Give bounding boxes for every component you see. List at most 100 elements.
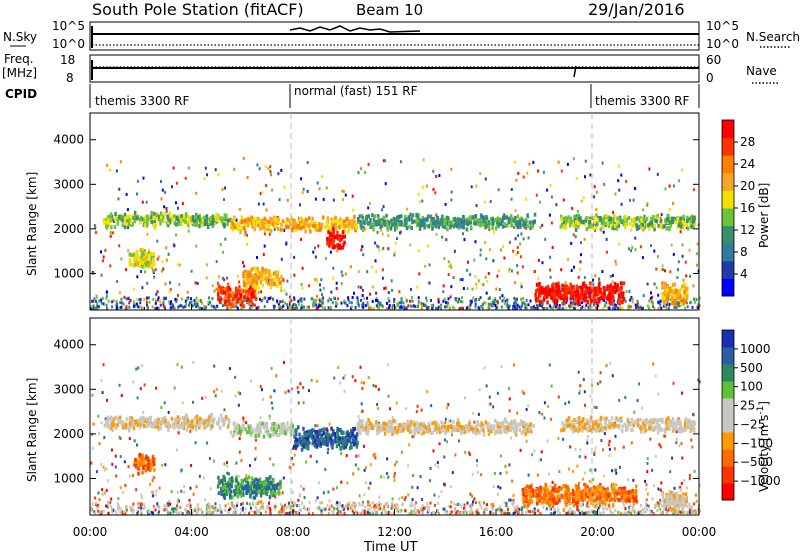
heatmap-cell xyxy=(516,245,519,249)
heatmap-cell xyxy=(411,299,414,303)
heatmap-cell xyxy=(354,305,357,309)
heatmap-cell xyxy=(657,392,660,396)
heatmap-cell xyxy=(366,296,368,300)
heatmap-cell xyxy=(322,197,325,201)
heatmap-cell xyxy=(341,235,345,239)
heatmap-cell xyxy=(128,474,131,478)
heatmap-cell xyxy=(385,307,388,311)
heatmap-cell xyxy=(675,441,678,445)
heatmap-cell xyxy=(300,303,303,307)
heatmap-cell xyxy=(465,227,469,232)
heatmap-cell xyxy=(672,218,676,223)
heatmap-cell xyxy=(195,485,198,489)
heatmap-cell xyxy=(140,512,143,516)
heatmap-cell xyxy=(335,301,337,304)
heatmap-cell xyxy=(375,297,378,300)
heatmap-cell xyxy=(425,299,428,303)
heatmap-cell xyxy=(257,305,260,309)
heatmap-cell xyxy=(659,219,662,224)
heatmap-cell xyxy=(592,478,595,482)
heatmap-cell xyxy=(100,463,103,466)
heatmap-cell xyxy=(243,295,246,300)
heatmap-cell xyxy=(530,223,534,228)
heatmap-cell xyxy=(127,465,130,469)
heatmap-cell xyxy=(686,305,689,309)
heatmap-cell xyxy=(340,220,343,225)
heatmap-cell xyxy=(583,276,586,280)
heatmap-cell xyxy=(633,510,636,514)
heatmap-cell xyxy=(244,230,247,234)
heatmap-cell xyxy=(173,244,176,248)
heatmap-cell xyxy=(347,227,351,231)
heatmap-cell xyxy=(487,297,490,300)
heatmap-cell xyxy=(461,300,464,304)
heatmap-cell xyxy=(314,424,317,428)
heatmap-cell xyxy=(522,297,524,300)
heatmap-cell xyxy=(420,408,423,412)
heatmap-cell xyxy=(589,297,593,302)
heatmap-cell xyxy=(200,508,203,512)
heatmap-cell xyxy=(355,502,358,506)
heatmap-cell xyxy=(524,306,527,310)
heatmap-cell xyxy=(413,511,416,515)
heatmap-cell xyxy=(333,234,336,239)
heatmap-cell xyxy=(326,241,329,246)
heatmap-cell xyxy=(332,217,335,222)
heatmap-cell xyxy=(221,187,224,191)
heatmap-cell xyxy=(245,474,248,478)
heatmap-cell xyxy=(531,453,534,457)
heatmap-cell xyxy=(217,288,221,293)
heatmap-cell xyxy=(654,505,657,509)
heatmap-cell xyxy=(307,224,311,229)
heatmap-cell xyxy=(476,512,479,515)
heatmap-cell xyxy=(535,300,538,304)
heatmap-cell xyxy=(549,268,552,272)
heatmap-cell xyxy=(356,299,359,303)
heatmap-cell xyxy=(204,166,207,170)
heatmap-cell xyxy=(620,285,623,290)
heatmap-cell xyxy=(474,221,478,226)
heatmap-cell xyxy=(182,214,186,219)
heatmap-cell xyxy=(243,279,246,284)
heatmap-cell xyxy=(645,487,648,491)
heatmap-cell xyxy=(488,296,491,300)
heatmap-cell xyxy=(444,299,447,302)
heatmap-cell xyxy=(657,502,660,506)
heatmap-cell xyxy=(139,387,142,391)
heatmap-cell xyxy=(132,263,136,268)
heatmap-cell xyxy=(284,391,287,395)
heatmap-cell xyxy=(357,467,360,471)
heatmap-cell xyxy=(284,511,287,515)
heatmap-cell xyxy=(192,400,194,404)
heatmap-cell xyxy=(217,291,220,296)
heatmap-cell xyxy=(145,300,148,304)
heatmap-cell xyxy=(358,501,361,505)
heatmap-cell xyxy=(358,503,361,507)
heatmap-cell xyxy=(603,294,607,299)
heatmap-cell xyxy=(303,297,306,301)
heatmap-cell xyxy=(247,297,250,302)
heatmap-cell xyxy=(668,303,671,306)
heatmap-cell xyxy=(482,222,486,227)
heatmap-cell xyxy=(361,215,365,220)
heatmap-cell xyxy=(537,169,540,173)
heatmap-cell xyxy=(417,296,420,300)
heatmap-cell xyxy=(458,307,461,311)
heatmap-cell xyxy=(140,509,143,513)
heatmap-cell xyxy=(387,363,390,367)
heatmap-cell xyxy=(262,219,266,224)
heatmap-cell xyxy=(206,173,208,177)
heatmap-cell xyxy=(548,363,551,367)
heatmap-cell xyxy=(464,450,467,454)
heatmap-cell xyxy=(378,249,381,252)
heatmap-cell xyxy=(303,496,306,499)
heatmap-cell xyxy=(586,438,589,442)
heatmap-cell xyxy=(187,215,190,219)
heatmap-cell xyxy=(440,305,443,309)
heatmap-cell xyxy=(415,410,418,414)
heatmap-cell xyxy=(264,268,267,273)
heatmap-cell xyxy=(237,403,240,407)
heatmap-cell xyxy=(395,502,398,506)
heatmap-cell xyxy=(144,262,148,267)
heatmap-cell xyxy=(351,502,354,505)
